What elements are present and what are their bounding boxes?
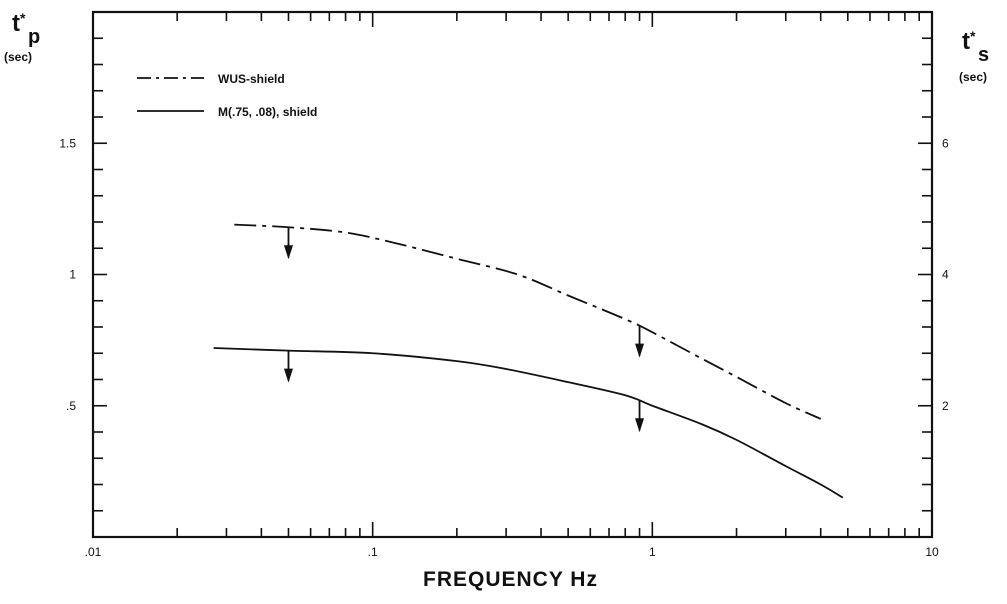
series-line-2 — [213, 347, 844, 499]
legend-label-1: WUS-shield — [218, 72, 285, 86]
plot-frame — [91, 10, 934, 539]
x-tick-label: 10 — [925, 545, 939, 559]
x-tick-label: .1 — [368, 545, 378, 559]
y-right-label-t: t — [962, 28, 970, 55]
y-right-label-sub: s — [978, 44, 990, 66]
y-left-tick-label: .5 — [66, 399, 76, 413]
series-arrow-head — [635, 343, 645, 358]
x-tick-label: .01 — [85, 545, 102, 559]
x-tick-label: 1 — [649, 545, 656, 559]
x-axis-label: FREQUENCY Hz — [423, 568, 598, 591]
y-left-label-star: * — [20, 10, 26, 26]
y-right-unit: (sec) — [959, 70, 988, 84]
legend-label-2: M(.75, .08), shield — [218, 105, 317, 119]
y-left-label-t: t — [12, 10, 20, 37]
series-arrow-head — [635, 418, 645, 433]
y-left-label: t* p (sec) — [4, 10, 40, 64]
y-right-label: t* s (sec) — [959, 28, 989, 84]
y-right-label-star: * — [970, 28, 976, 44]
y-right-tick-label: 6 — [942, 136, 949, 150]
y-left-unit: (sec) — [4, 50, 33, 64]
y-left-tick-label: 1 — [69, 268, 76, 282]
y-right-tick-label: 2 — [942, 399, 949, 413]
y-right-tick-label: 4 — [942, 268, 949, 282]
series-arrow-head — [283, 368, 293, 383]
series-arrow-head — [283, 245, 293, 260]
y-left-tick-label: 1.5 — [59, 136, 76, 150]
y-left-label-sub: p — [28, 26, 41, 48]
series-line-1 — [234, 223, 822, 420]
